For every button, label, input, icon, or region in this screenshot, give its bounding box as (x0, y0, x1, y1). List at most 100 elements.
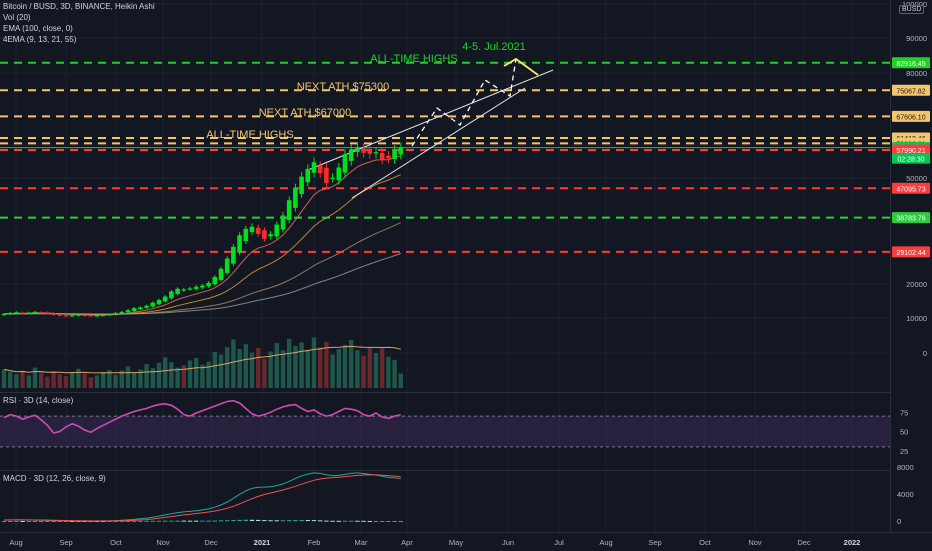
volume-bar (225, 347, 230, 388)
price-tick-label: 0 (923, 349, 927, 358)
volume-bar (1, 369, 7, 388)
price-level-label: 29102.44 (896, 250, 925, 257)
candle-body (107, 314, 112, 316)
candle-body (156, 299, 162, 305)
candle-body (51, 313, 56, 315)
volume-bar (231, 339, 236, 388)
symbol-title[interactable]: Bitcoin / BUSD, 3D, BINANCE, Heikin Ashi (3, 2, 155, 11)
macd-histogram-bar (206, 520, 211, 522)
volume-bar (156, 362, 162, 388)
ema-indicator-label[interactable]: EMA (100, close, 0) (3, 24, 73, 33)
macd-histogram-bar (138, 520, 143, 522)
macd-histogram-bar (1, 520, 7, 522)
volume-bar (88, 377, 93, 388)
price-tick-label: 90000 (906, 34, 927, 43)
macd-histogram-bar (200, 520, 205, 522)
volume-bar (262, 358, 267, 388)
candle-body (243, 228, 249, 242)
volume-bar (45, 376, 50, 388)
macd-histogram-bar (373, 521, 379, 522)
volume-bar (32, 367, 38, 388)
candle-body (268, 234, 273, 237)
chart-annotation: NEXT ATH $67000 (259, 107, 352, 119)
volume-bar (125, 366, 131, 388)
time-tick-label: Oct (110, 538, 123, 547)
rsi-legend[interactable]: RSI · 3D (14, close) (3, 395, 73, 406)
volume-bar (268, 351, 273, 388)
macd-histogram-bar (187, 520, 193, 522)
price-level-label-bg (892, 182, 930, 194)
candle-body (206, 282, 211, 287)
volume-bar (349, 340, 354, 388)
candle-body (237, 235, 242, 253)
volume-bar (14, 374, 19, 388)
candle-body (20, 312, 25, 314)
macd-histogram-bar (113, 520, 118, 522)
macd-histogram-bar (237, 519, 242, 521)
price-level-label: 82916.45 (896, 61, 925, 68)
time-tick-label: Jun (502, 538, 514, 547)
volume-bar (76, 368, 81, 388)
price-axis[interactable]: 82916.4575067.8267606.1061413.4659900.31… (892, 0, 930, 526)
macd-indicator-label[interactable]: MACD · 3D (12, 26, close, 9) (3, 474, 106, 483)
time-tick-label: Oct (699, 538, 712, 547)
pane-separator-macd[interactable] (0, 470, 890, 471)
macd-histogram-bar (280, 520, 286, 522)
main-legend: Bitcoin / BUSD, 3D, BINANCE, Heikin Ashi… (3, 1, 155, 45)
macd-histogram-bar (330, 520, 335, 522)
candle-body (299, 176, 304, 195)
macd-histogram-bar (150, 520, 155, 522)
candle-body (200, 285, 205, 288)
macd-histogram-bar (293, 520, 298, 522)
macd-histogram-bar (256, 519, 261, 521)
candle-body (125, 310, 131, 313)
rsi-indicator-label[interactable]: RSI · 3D (14, close) (3, 396, 74, 405)
price-level-label-bg (892, 212, 930, 224)
macd-histogram-bar (299, 519, 304, 521)
price-tick-label: 20000 (906, 280, 927, 289)
candle-body (45, 312, 50, 314)
volume-bar (150, 368, 155, 388)
volume-indicator-label[interactable]: Vol (20) (3, 13, 31, 22)
candle-body (26, 312, 32, 314)
time-tick-label: Dec (204, 538, 218, 547)
price-level-label: 47095.73 (896, 186, 925, 193)
countdown-label-bg (892, 153, 930, 164)
price-level-label-bg (892, 57, 930, 69)
pane-separator-rsi[interactable] (0, 392, 890, 393)
volume-bar (305, 349, 310, 388)
macd-legend[interactable]: MACD · 3D (12, 26, close, 9) (3, 473, 106, 484)
candle-body (138, 307, 143, 310)
time-tick-label: 2021 (254, 538, 271, 547)
volume-bar (194, 358, 199, 388)
time-axis[interactable]: Aug Sep Oct Nov Dec 2021 Feb Mar Apr May Jun Jul Aug… (9, 538, 860, 547)
candle-body (82, 314, 87, 317)
right-axis-column[interactable] (890, 0, 932, 532)
candle-body (169, 291, 174, 299)
candle-body (7, 312, 13, 315)
ema4-indicator-label[interactable]: 4EMA (9, 13, 21, 55) (3, 35, 77, 44)
currency-badge[interactable]: BUSD (899, 5, 925, 14)
volume-bar (386, 356, 391, 388)
candle-body (187, 288, 193, 290)
volume-bar (398, 373, 403, 388)
bar-countdown: 02:28:30 (897, 157, 924, 164)
volume-bar (380, 348, 385, 388)
macd-histogram-bar (324, 520, 329, 522)
volume-bar (82, 373, 87, 388)
candle-body (274, 224, 280, 237)
volume-bar (39, 372, 44, 388)
volume-bar (311, 337, 317, 388)
candle-body (76, 314, 81, 316)
volume-bar (107, 370, 112, 388)
bottom-axis-row[interactable] (0, 532, 932, 551)
candle-body (336, 167, 342, 181)
time-tick-label: Feb (308, 538, 321, 547)
price-level-label: 75067.82 (896, 88, 925, 95)
candle-body (249, 226, 255, 233)
price-level-label-bg (892, 144, 930, 156)
macd-histogram-bar (181, 520, 186, 522)
volume-bar (367, 347, 372, 388)
